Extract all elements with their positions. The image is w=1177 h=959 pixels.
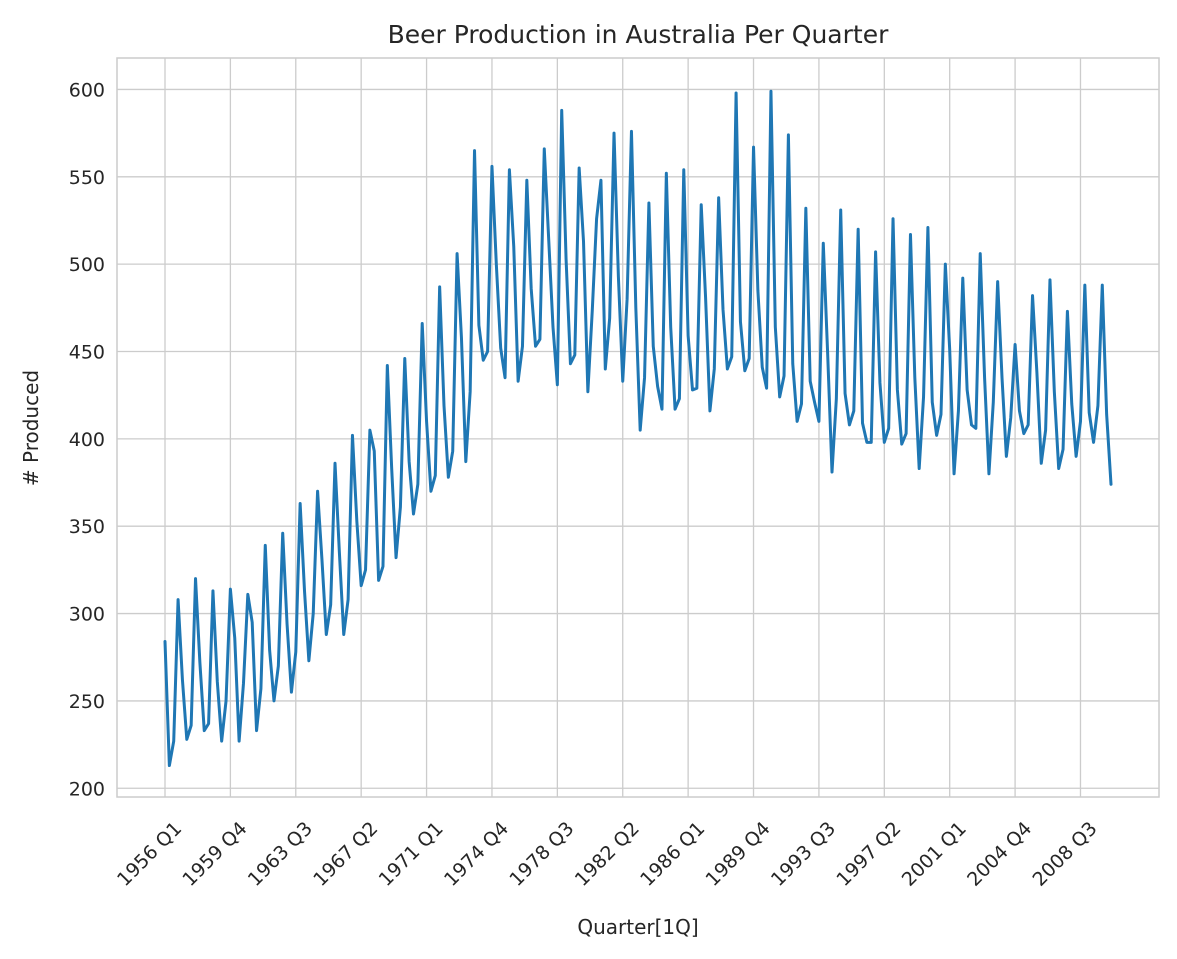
- x-tick-label: 2008 Q3: [1028, 818, 1101, 891]
- y-tick-label: 450: [69, 342, 105, 364]
- plot-frame: [116, 57, 1160, 798]
- chart-title: Beer Production in Australia Per Quarter: [388, 20, 889, 49]
- x-axis-label: Quarter[1Q]: [577, 915, 698, 939]
- y-tick-label: 500: [69, 254, 105, 276]
- x-tick-label: 1989 Q4: [702, 818, 775, 891]
- y-axis-label: # Produced: [19, 370, 43, 486]
- x-tick-label: 1956 Q1: [113, 818, 186, 891]
- x-tick-label: 1982 Q2: [571, 818, 644, 891]
- x-tick-label: 2001 Q1: [898, 818, 971, 891]
- y-tick-label: 600: [69, 79, 105, 101]
- x-tick-label: 1978 Q3: [505, 818, 578, 891]
- x-tick-label: 1963 Q3: [244, 818, 317, 891]
- x-tick-label: 1986 Q1: [636, 818, 709, 891]
- x-tick-label: 1997 Q2: [832, 818, 905, 891]
- x-tick-label: 1967 Q2: [309, 818, 382, 891]
- y-tick-label: 550: [69, 167, 105, 189]
- x-tick-label: 1993 Q3: [767, 818, 840, 891]
- series-line-beer-production: [163, 89, 1113, 768]
- y-tick-label: 200: [69, 778, 105, 800]
- x-tick-label: 1959 Q4: [178, 818, 251, 891]
- y-tick-label: 400: [69, 429, 105, 451]
- y-tick-label: 250: [69, 691, 105, 713]
- x-tick-label: 1971 Q1: [375, 818, 448, 891]
- y-tick-label: 350: [69, 516, 105, 538]
- y-tick-label: 300: [69, 604, 105, 626]
- y-tick-labels: 200 250 300 350 400 450 500 550 600: [69, 79, 105, 800]
- x-tick-label: 2004 Q4: [963, 818, 1036, 891]
- x-tick-label: 1974 Q4: [440, 818, 513, 891]
